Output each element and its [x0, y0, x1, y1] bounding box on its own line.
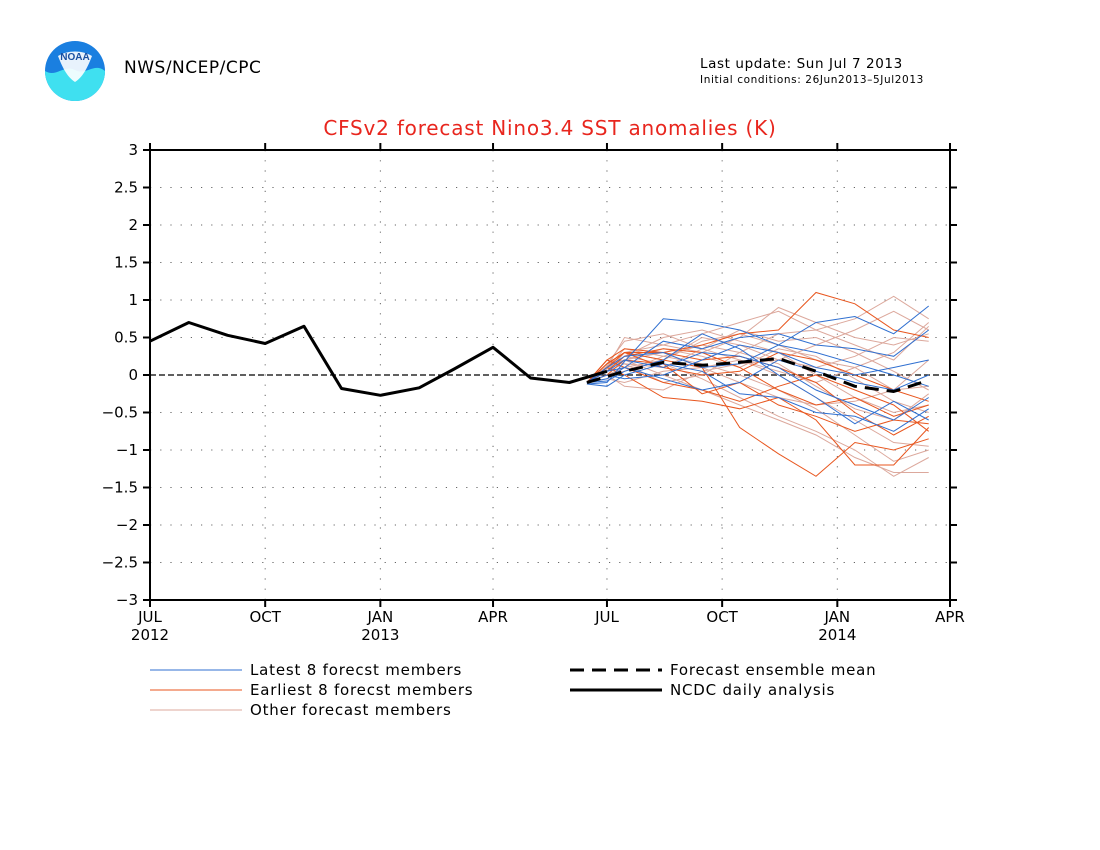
x-year-label: 2014	[818, 626, 856, 644]
latest-member-line	[586, 329, 930, 383]
initial-conditions-label: Initial conditions: 26Jun2013–5Jul2013	[700, 74, 924, 86]
x-tick-label: JAN	[823, 608, 850, 626]
other-member-line	[586, 295, 929, 383]
x-tick-label: APR	[935, 608, 965, 626]
legend-label-latest: Latest 8 forecst members	[250, 661, 462, 679]
x-year-label: 2012	[131, 626, 169, 644]
legend-label-analysis: NCDC daily analysis	[670, 681, 835, 699]
x-tick-label: OCT	[249, 608, 281, 626]
x-tick-label: JUL	[594, 608, 619, 626]
y-tick-label: −1	[116, 441, 138, 459]
other-member-line	[586, 322, 930, 384]
latest-member-line	[586, 363, 929, 432]
x-tick-label: JAN	[367, 608, 394, 626]
legend-label-earliest: Earliest 8 forecst members	[250, 681, 473, 699]
agency-label: NWS/NCEP/CPC	[124, 58, 262, 78]
x-tick-label: OCT	[706, 608, 738, 626]
latest-member-line	[586, 359, 929, 391]
earliest-member-line	[586, 351, 929, 402]
y-tick-label: 2.5	[114, 179, 138, 197]
noaa-logo-text: NOAA	[60, 52, 89, 63]
y-tick-label: −0.5	[102, 404, 138, 422]
latest-member-line	[586, 351, 929, 421]
legend: Latest 8 forecst members Forecast ensembl…	[150, 661, 876, 719]
ensemble-mean-line	[586, 357, 930, 393]
analysis-line	[149, 321, 608, 397]
other-member-line	[586, 348, 929, 462]
axis-labels: 32.521.510.50−0.5−1−1.5−2−2.5−3JUL2012OC…	[102, 141, 965, 644]
last-update-label: Last update: Sun Jul 7 2013	[700, 56, 903, 72]
latest-member-line	[586, 344, 929, 383]
earliest-member-line	[586, 291, 929, 383]
x-year-label: 2013	[361, 626, 399, 644]
x-tick-label: APR	[478, 608, 508, 626]
y-tick-label: −1.5	[102, 479, 138, 497]
noaa-logo: NOAA	[44, 40, 106, 102]
series-layer	[149, 291, 930, 477]
y-tick-label: −2.5	[102, 554, 138, 572]
y-tick-label: 0.5	[114, 329, 138, 347]
other-member-line	[586, 359, 929, 473]
y-tick-label: −2	[116, 516, 138, 534]
chart-title: CFSv2 forecast Nino3.4 SST anomalies (K)	[323, 116, 776, 140]
y-tick-label: 0	[128, 366, 138, 384]
frame-ticks	[143, 143, 957, 607]
y-tick-label: −3	[116, 591, 138, 609]
y-tick-label: 2	[128, 216, 138, 234]
earliest-member-line	[586, 348, 929, 417]
other-member-line	[586, 355, 929, 477]
y-tick-label: 3	[128, 141, 138, 159]
x-tick-label: JUL	[137, 608, 162, 626]
y-tick-label: 1	[128, 291, 138, 309]
legend-label-other: Other forecast members	[250, 701, 452, 719]
y-tick-label: 1.5	[114, 254, 138, 272]
legend-label-mean: Forecast ensemble mean	[670, 661, 876, 679]
